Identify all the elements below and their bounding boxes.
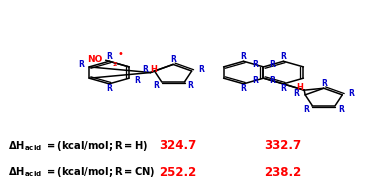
Text: R: R [240, 52, 246, 61]
Text: R: R [170, 55, 176, 64]
Text: R: R [321, 79, 327, 88]
Text: R: R [269, 60, 275, 69]
Text: 238.2: 238.2 [265, 166, 302, 179]
Text: 2: 2 [113, 62, 117, 67]
Text: R: R [269, 76, 275, 85]
Text: R: R [280, 84, 287, 93]
Text: R: R [253, 60, 258, 69]
Text: R: R [198, 65, 204, 74]
Text: R: R [293, 89, 299, 98]
Text: R: R [349, 89, 354, 98]
Text: R: R [135, 76, 140, 85]
Text: R: R [240, 84, 246, 93]
Text: R: R [280, 52, 287, 61]
Text: R: R [187, 81, 193, 90]
Text: R: R [106, 84, 112, 93]
Text: R: R [106, 52, 112, 61]
Text: NO: NO [88, 55, 103, 64]
Text: 252.2: 252.2 [159, 166, 196, 179]
Text: R: R [253, 76, 258, 85]
Text: H: H [297, 83, 304, 92]
Text: R: R [143, 65, 149, 74]
Text: R: R [78, 60, 84, 69]
Text: 324.7: 324.7 [159, 139, 196, 152]
Text: $\mathbf{\Delta H_{acid}}$ $\mathbf{= (kcal/mol; R = CN)}$: $\mathbf{\Delta H_{acid}}$ $\mathbf{= (k… [8, 165, 156, 179]
Text: R: R [153, 81, 159, 90]
Text: $\mathbf{\Delta H_{acid}}$ $\mathbf{= (kcal/mol; R = H)}$: $\mathbf{\Delta H_{acid}}$ $\mathbf{= (k… [8, 139, 149, 153]
Text: R: R [304, 105, 310, 114]
Text: •: • [118, 49, 124, 59]
Text: R: R [338, 105, 344, 114]
Text: H: H [150, 65, 157, 74]
Text: 332.7: 332.7 [265, 139, 302, 152]
